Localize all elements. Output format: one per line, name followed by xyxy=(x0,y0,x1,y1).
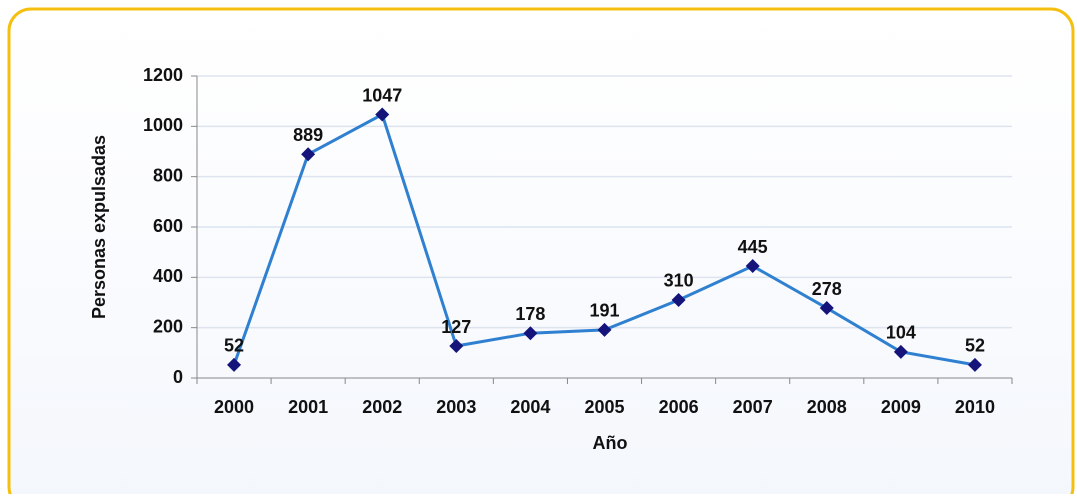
x-tick-label: 2008 xyxy=(807,397,847,417)
data-label: 104 xyxy=(886,323,916,343)
x-tick-label: 2004 xyxy=(510,397,550,417)
x-tick-label: 2009 xyxy=(881,397,921,417)
x-tick-label: 2006 xyxy=(659,397,699,417)
y-axis-label: Personas expulsadas xyxy=(89,135,109,319)
x-tick-label: 2002 xyxy=(362,397,402,417)
data-label: 52 xyxy=(224,336,244,356)
marker xyxy=(375,107,390,122)
y-tick-label: 0 xyxy=(173,367,183,387)
x-tick-label: 2000 xyxy=(214,397,254,417)
marker xyxy=(597,322,612,337)
marker xyxy=(745,259,760,274)
x-tick-label: 2010 xyxy=(955,397,995,417)
marker xyxy=(449,339,464,354)
y-tick-label: 600 xyxy=(153,216,183,236)
data-label: 310 xyxy=(664,271,694,291)
x-tick-label: 2001 xyxy=(288,397,328,417)
x-axis-label: Año xyxy=(593,433,628,453)
frame xyxy=(7,7,1075,499)
y-tick-label: 400 xyxy=(153,266,183,286)
data-label: 191 xyxy=(589,301,619,321)
x-tick-label: 2005 xyxy=(584,397,624,417)
marker xyxy=(301,147,316,162)
marker xyxy=(893,344,908,359)
data-label: 178 xyxy=(515,304,545,324)
marker xyxy=(967,357,982,372)
data-label: 278 xyxy=(812,279,842,299)
data-label: 127 xyxy=(441,317,471,337)
marker xyxy=(819,301,834,316)
marker xyxy=(671,292,686,307)
x-tick-label: 2003 xyxy=(436,397,476,417)
data-label: 52 xyxy=(965,336,985,356)
y-tick-label: 800 xyxy=(153,165,183,185)
y-tick-label: 1200 xyxy=(143,65,183,85)
data-label: 445 xyxy=(738,237,768,257)
data-label: 1047 xyxy=(362,85,402,105)
y-tick-label: 1000 xyxy=(143,115,183,135)
data-label: 889 xyxy=(293,125,323,145)
x-tick-label: 2007 xyxy=(733,397,773,417)
y-tick-label: 200 xyxy=(153,316,183,336)
marker xyxy=(227,357,242,372)
marker xyxy=(523,326,538,341)
